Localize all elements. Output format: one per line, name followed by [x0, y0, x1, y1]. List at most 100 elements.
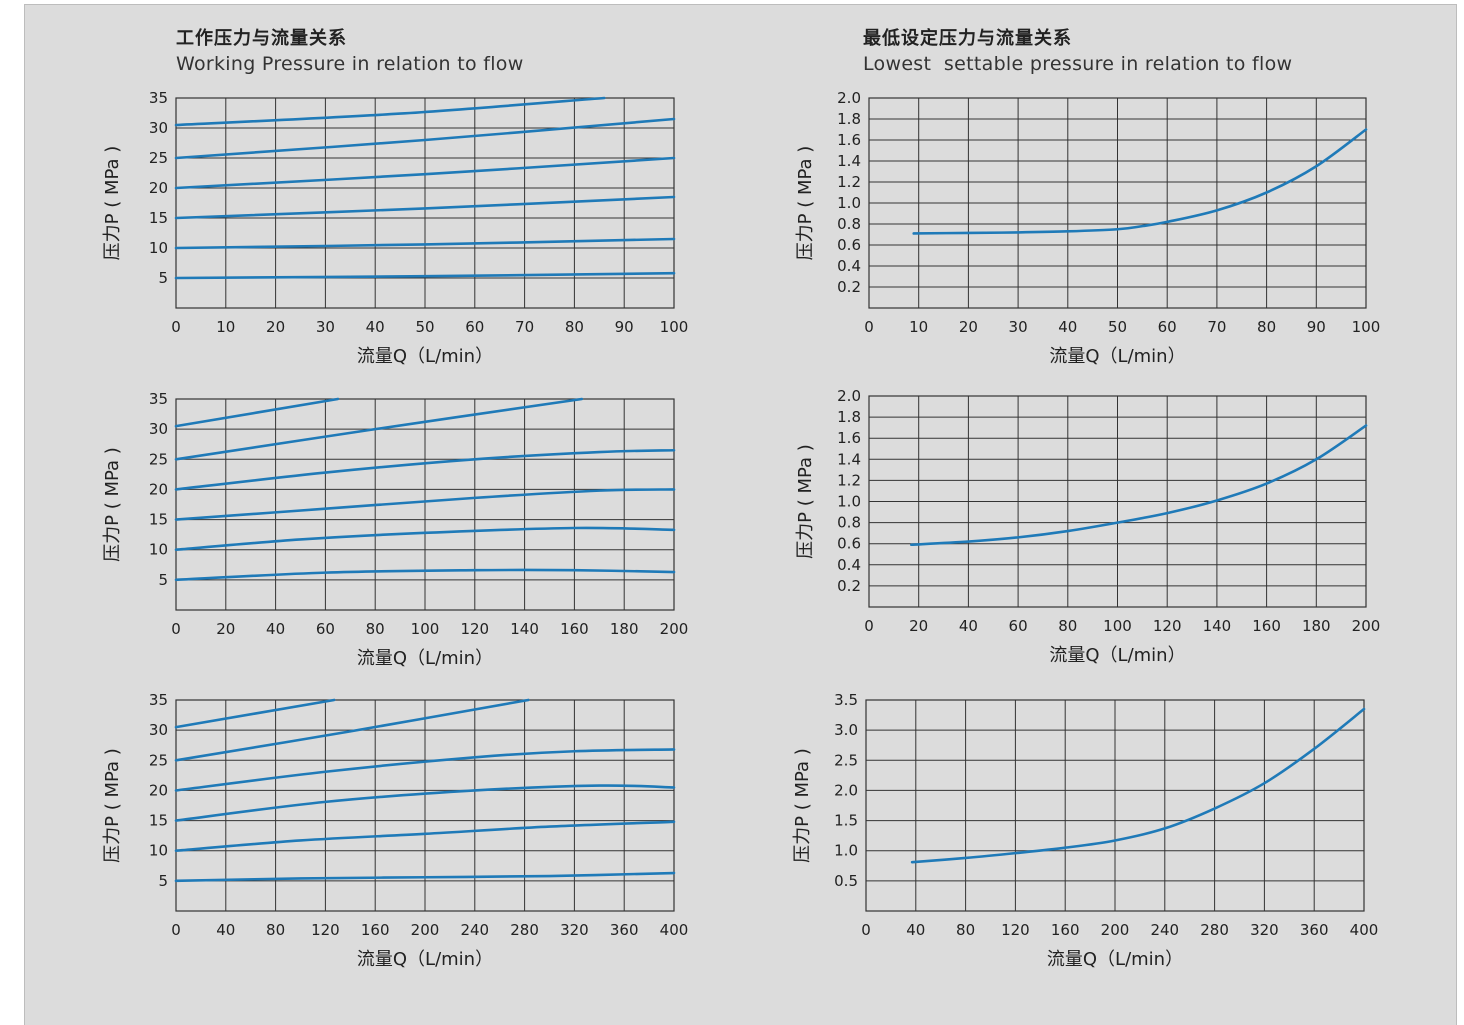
- chart-lsp-200: 0 20 40 60 80 100 120 140 160 180 200 0.2 0.4 0.6 0.8 1…: [795, 387, 1380, 666]
- x-tick-label: 180: [1302, 617, 1331, 635]
- y-tick-label: 1.6: [837, 429, 861, 447]
- chart-lsp-400: 0 40 80 120 160 200 240 280 320 360 400 0.5 1.0 1.5 2.…: [792, 691, 1378, 970]
- x-tick-label: 200: [411, 921, 440, 939]
- x-tick-label: 120: [311, 921, 340, 939]
- x-tick-label: 360: [610, 921, 639, 939]
- x-tick-label: 320: [1250, 921, 1279, 939]
- y-tick-label: 2.5: [834, 751, 858, 769]
- y-tick-label: 30: [149, 119, 168, 137]
- x-tick-label: 280: [1200, 921, 1229, 939]
- y-tick-label: 5: [158, 269, 168, 287]
- x-tick-label: 60: [316, 620, 335, 638]
- x-tick-label: 400: [660, 921, 689, 939]
- x-tick-label: 50: [1108, 318, 1127, 336]
- y-tick-label: 35: [149, 691, 168, 709]
- x-tick-label: 140: [1203, 617, 1232, 635]
- chart-wp-400: 0 40 80 120 160 200 240 280 320 360 400 5 10 15 20 25 30…: [102, 691, 688, 970]
- left-heading: 工作压力与流量关系 Working Pressure in relation t…: [176, 24, 524, 75]
- y-tick-label: 20: [149, 480, 168, 498]
- y-tick-label: 0.6: [837, 535, 861, 553]
- series-line-1: [909, 424, 1368, 547]
- y-tick-label: 0.5: [834, 872, 858, 890]
- series-line-6: [174, 397, 340, 428]
- series-line-1: [174, 871, 676, 883]
- chart-wp-100: 0 10 20 30 40 50 60 70 80 90 100 5 10 15 20 25 30 35 流量Q（L…: [102, 89, 688, 367]
- x-tick-label: 70: [515, 318, 534, 336]
- y-tick-label: 20: [149, 179, 168, 197]
- x-tick-label: 160: [1252, 617, 1281, 635]
- series-line-4: [174, 748, 676, 792]
- series-line-5: [174, 698, 530, 762]
- y-tick-label: 3.0: [834, 721, 858, 739]
- x-tick-label: 100: [660, 318, 689, 336]
- x-tick-label: 90: [615, 318, 634, 336]
- x-tick-label: 0: [171, 620, 181, 638]
- series-line-2: [174, 820, 676, 853]
- x-tick-label: 0: [171, 921, 181, 939]
- series-line-4: [174, 448, 676, 491]
- x-axis-label: 流量Q（L/min）: [1047, 949, 1183, 970]
- y-axis-label: 压力P ( MPa ): [795, 146, 816, 261]
- y-tick-label: 3.5: [834, 691, 858, 709]
- x-tick-label: 40: [959, 617, 978, 635]
- x-tick-label: 200: [1101, 921, 1130, 939]
- x-tick-label: 80: [1257, 318, 1276, 336]
- y-tick-label: 15: [149, 812, 168, 830]
- y-tick-label: 2.0: [837, 89, 861, 107]
- x-tick-label: 80: [366, 620, 385, 638]
- x-axis-label: 流量Q（L/min）: [357, 949, 493, 970]
- right-heading-en: Lowest settable pressure in relation to …: [863, 53, 1293, 75]
- y-tick-label: 15: [149, 511, 168, 529]
- series-line-2: [174, 237, 676, 250]
- x-tick-label: 80: [956, 921, 975, 939]
- series-line-1: [912, 128, 1368, 235]
- right-heading-cn: 最低设定压力与流量关系: [863, 28, 1072, 49]
- x-tick-label: 320: [560, 921, 589, 939]
- y-tick-label: 2.0: [837, 387, 861, 405]
- x-tick-label: 60: [465, 318, 484, 336]
- y-tick-label: 30: [149, 420, 168, 438]
- x-axis-label: 流量Q（L/min）: [357, 346, 493, 367]
- y-tick-label: 10: [149, 541, 168, 559]
- x-tick-label: 10: [216, 318, 235, 336]
- y-tick-label: 0.2: [837, 577, 861, 595]
- y-tick-label: 35: [149, 390, 168, 408]
- series-line-5: [174, 397, 584, 461]
- y-axis-label: 压力P ( MPa ): [795, 444, 816, 559]
- x-tick-label: 120: [1153, 617, 1182, 635]
- x-tick-label: 60: [1009, 617, 1028, 635]
- x-tick-label: 120: [1001, 921, 1030, 939]
- x-axis-label: 流量Q（L/min）: [357, 648, 493, 669]
- y-tick-label: 1.8: [837, 110, 861, 128]
- x-tick-label: 0: [171, 318, 181, 336]
- series-line-4: [174, 156, 676, 190]
- x-tick-label: 80: [1058, 617, 1077, 635]
- x-tick-label: 80: [266, 921, 285, 939]
- x-tick-label: 360: [1300, 921, 1329, 939]
- y-tick-label: 1.0: [837, 493, 861, 511]
- x-tick-label: 0: [864, 318, 874, 336]
- y-tick-label: 1.2: [837, 173, 861, 191]
- x-tick-label: 180: [610, 620, 639, 638]
- x-tick-label: 20: [216, 620, 235, 638]
- x-tick-label: 40: [366, 318, 385, 336]
- y-tick-label: 0.6: [837, 236, 861, 254]
- x-tick-label: 50: [415, 318, 434, 336]
- y-tick-label: 1.0: [834, 842, 858, 860]
- y-tick-label: 1.6: [837, 131, 861, 149]
- y-tick-label: 30: [149, 721, 168, 739]
- chart-lsp-100: 0 10 20 30 40 50 60 70 80 90 100 0.2 0.4 0.6 0.8 1.0 1.2…: [795, 89, 1380, 367]
- x-tick-label: 80: [565, 318, 584, 336]
- y-tick-label: 20: [149, 781, 168, 799]
- y-tick-label: 25: [149, 450, 168, 468]
- x-tick-label: 40: [906, 921, 925, 939]
- series-line-6: [174, 96, 606, 127]
- x-tick-label: 10: [909, 318, 928, 336]
- y-axis-label: 压力P ( MPa ): [102, 447, 123, 562]
- x-tick-label: 90: [1307, 318, 1326, 336]
- y-tick-label: 5: [158, 571, 168, 589]
- y-tick-label: 1.8: [837, 408, 861, 426]
- series-line-1: [174, 271, 676, 280]
- y-tick-label: 15: [149, 209, 168, 227]
- series-line-1: [174, 568, 676, 582]
